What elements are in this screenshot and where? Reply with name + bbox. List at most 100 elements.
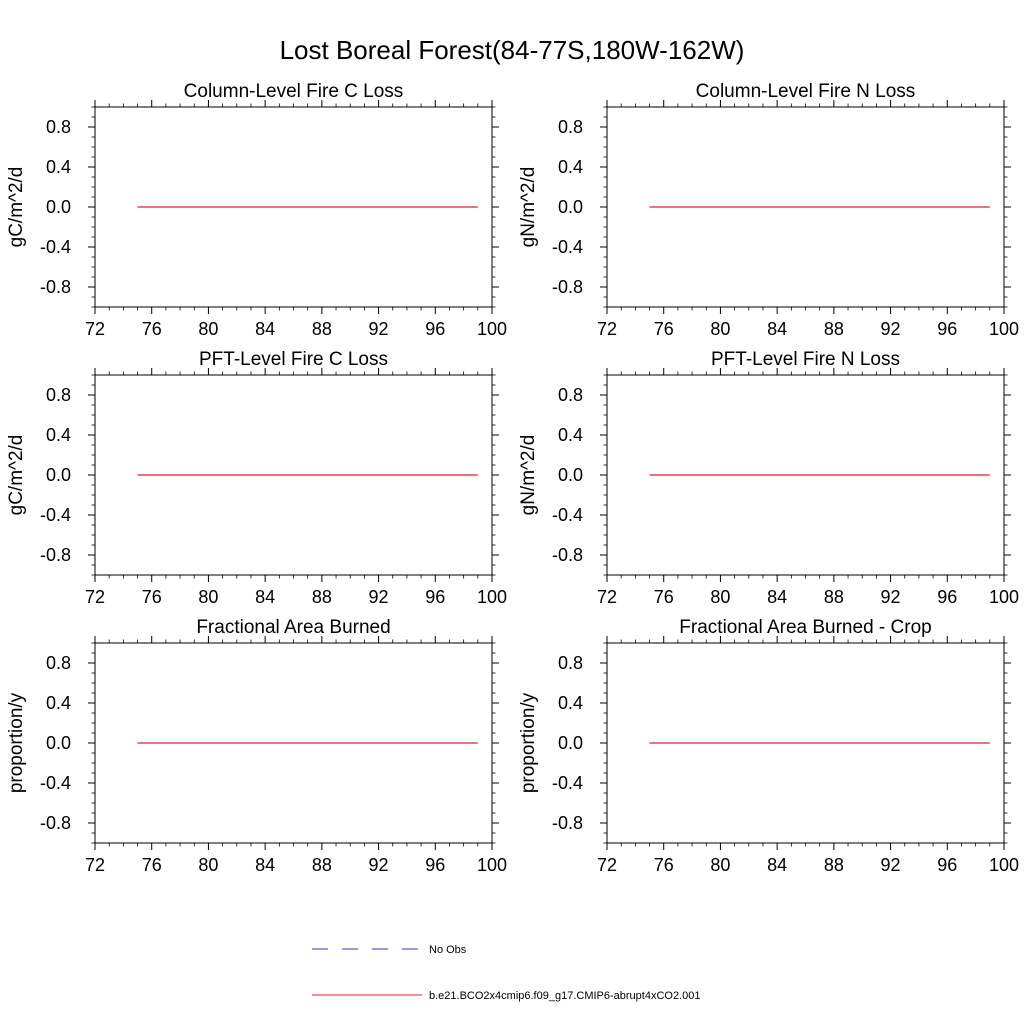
panel-2: Column-Level Fire N Loss gN/m^2/d 72 76 80 84…: [518, 81, 1019, 339]
x-tick-label: 80: [710, 855, 730, 875]
x-tick-label: 100: [477, 319, 507, 339]
x-tick-label: 96: [425, 855, 445, 875]
x-tick-label: 100: [989, 855, 1019, 875]
x-tick-label: 96: [937, 319, 957, 339]
x-tick-label: 76: [654, 855, 674, 875]
y-tick-label: -0.8: [552, 277, 583, 297]
panel-title: Fractional Area Burned - Crop: [679, 617, 931, 638]
x-tick-label: 96: [425, 319, 445, 339]
y-tick-label: -0.8: [552, 545, 583, 565]
x-tick-label: 92: [369, 855, 389, 875]
x-tick-label: 100: [989, 587, 1019, 607]
x-tick-label: 92: [369, 319, 389, 339]
y-tick-label: 0.0: [558, 733, 583, 753]
x-tick-label: 92: [881, 855, 901, 875]
x-tick-label: 76: [142, 855, 162, 875]
y-tick-label: 0.8: [46, 117, 71, 137]
x-tick-label: 84: [255, 855, 275, 875]
figure-title: Lost Boreal Forest(84-77S,180W-162W): [280, 35, 745, 65]
y-axis-label: gC/m^2/d: [6, 435, 27, 516]
y-axis-label: gN/m^2/d: [518, 435, 539, 516]
y-axis-label: gN/m^2/d: [518, 167, 539, 248]
y-tick-label: 0.4: [558, 425, 583, 445]
x-tick-label: 80: [710, 319, 730, 339]
legend-label-no-obs: No Obs: [429, 944, 467, 956]
x-tick-label: 88: [824, 855, 844, 875]
x-tick-label: 72: [85, 319, 105, 339]
x-tick-label: 92: [881, 587, 901, 607]
legend-label-model: b.e21.BCO2x4cmip6.f09_g17.CMIP6-abrupt4x…: [429, 990, 701, 1002]
y-tick-label: 0.4: [46, 157, 71, 177]
x-tick-label: 72: [597, 587, 617, 607]
x-tick-label: 96: [425, 587, 445, 607]
y-tick-label: -0.8: [40, 813, 71, 833]
y-tick-label: 0.8: [558, 653, 583, 673]
panel-5: Fractional Area Burned proportion/y 72 76 80…: [6, 617, 507, 875]
x-tick-label: 76: [142, 587, 162, 607]
panel-title: PFT-Level Fire N Loss: [711, 349, 900, 370]
panel-title: Fractional Area Burned: [196, 617, 390, 638]
x-tick-label: 96: [937, 855, 957, 875]
x-tick-label: 76: [654, 319, 674, 339]
y-tick-label: 0.8: [46, 385, 71, 405]
x-tick-label: 84: [255, 587, 275, 607]
y-tick-label: 0.0: [46, 197, 71, 217]
x-tick-label: 88: [312, 587, 332, 607]
y-tick-label: -0.4: [552, 505, 583, 525]
x-tick-label: 84: [767, 319, 787, 339]
panel-1: Column-Level Fire C Loss gC/m^2/d 72 76 80 84…: [6, 81, 507, 339]
x-tick-label: 80: [198, 855, 218, 875]
panels-group: Column-Level Fire C Loss gC/m^2/d 72 76 80 84…: [6, 81, 1019, 875]
x-tick-label: 72: [85, 587, 105, 607]
x-tick-label: 80: [710, 587, 730, 607]
y-tick-label: 0.0: [558, 465, 583, 485]
y-tick-label: -0.4: [40, 773, 71, 793]
x-tick-label: 84: [767, 855, 787, 875]
y-axis-label: gC/m^2/d: [6, 167, 27, 248]
legend: No Obs b.e21.BCO2x4cmip6.f09_g17.CMIP6-a…: [312, 944, 701, 1002]
x-tick-label: 88: [312, 319, 332, 339]
y-tick-label: 0.8: [558, 385, 583, 405]
y-axis-label: proportion/y: [518, 692, 539, 793]
x-tick-label: 100: [989, 319, 1019, 339]
y-tick-label: 0.8: [46, 653, 71, 673]
y-tick-label: -0.8: [40, 277, 71, 297]
x-tick-label: 72: [597, 855, 617, 875]
y-tick-label: -0.4: [552, 237, 583, 257]
panel-title: PFT-Level Fire C Loss: [199, 349, 388, 370]
x-tick-label: 80: [198, 587, 218, 607]
x-tick-label: 100: [477, 587, 507, 607]
x-tick-label: 92: [369, 587, 389, 607]
panel-3: PFT-Level Fire C Loss gC/m^2/d 72 76 80 84 88 9…: [6, 349, 507, 607]
y-tick-label: 0.4: [558, 693, 583, 713]
x-tick-label: 88: [312, 855, 332, 875]
y-axis-label: proportion/y: [6, 692, 27, 793]
y-tick-label: 0.8: [558, 117, 583, 137]
y-tick-label: -0.4: [40, 505, 71, 525]
panel-title: Column-Level Fire N Loss: [696, 81, 916, 102]
y-tick-label: 0.4: [558, 157, 583, 177]
x-tick-label: 88: [824, 319, 844, 339]
x-tick-label: 96: [937, 587, 957, 607]
x-tick-label: 76: [142, 319, 162, 339]
y-tick-label: -0.4: [40, 237, 71, 257]
x-tick-label: 88: [824, 587, 844, 607]
y-tick-label: 0.4: [46, 693, 71, 713]
x-tick-label: 72: [85, 855, 105, 875]
x-tick-label: 76: [654, 587, 674, 607]
y-tick-label: 0.0: [46, 733, 71, 753]
y-tick-label: 0.4: [46, 425, 71, 445]
y-tick-label: -0.4: [552, 773, 583, 793]
y-tick-label: -0.8: [552, 813, 583, 833]
x-tick-label: 84: [767, 587, 787, 607]
x-tick-label: 100: [477, 855, 507, 875]
x-tick-label: 80: [198, 319, 218, 339]
y-tick-label: 0.0: [46, 465, 71, 485]
panel-6: Fractional Area Burned - Crop proportion/…: [518, 617, 1019, 875]
x-tick-label: 92: [881, 319, 901, 339]
x-tick-label: 72: [597, 319, 617, 339]
panel-title: Column-Level Fire C Loss: [184, 81, 404, 102]
y-tick-label: 0.0: [558, 197, 583, 217]
x-tick-label: 84: [255, 319, 275, 339]
